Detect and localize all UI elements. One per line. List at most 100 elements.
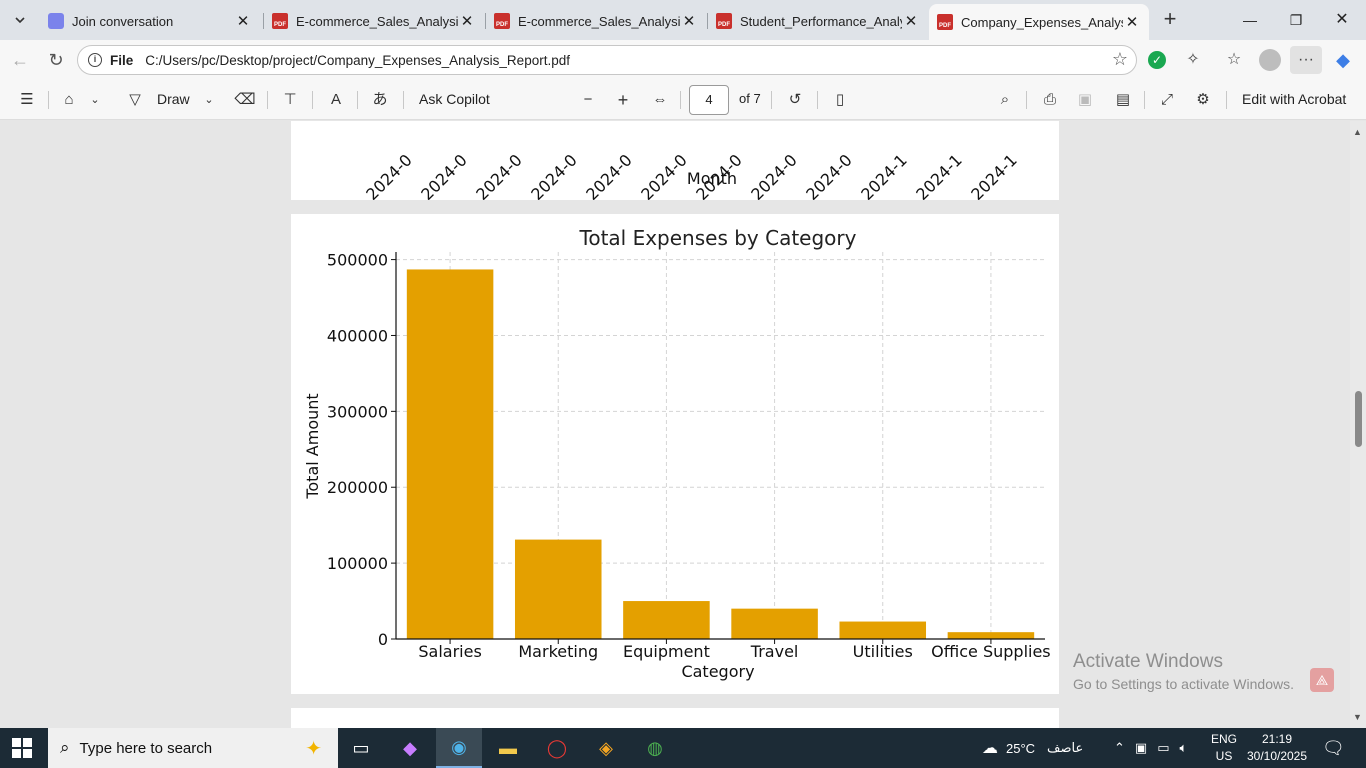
pdf-icon: PDF xyxy=(494,13,510,29)
taskbar-search-input[interactable]: ⌕ Type here to search ✦ xyxy=(48,728,338,768)
page-view-icon[interactable]: ▯ xyxy=(835,91,845,108)
new-tab-button[interactable]: + xyxy=(1163,6,1177,31)
toolbar-divider xyxy=(357,91,358,109)
file-explorer-icon[interactable]: ▬ xyxy=(499,737,517,758)
tab-divider xyxy=(485,13,486,29)
info-icon[interactable]: i xyxy=(88,53,102,67)
close-icon[interactable]: ✕ xyxy=(236,13,250,30)
chevron-up-icon[interactable]: ⌃ xyxy=(1114,740,1125,755)
tab-join-conversation[interactable]: Join conversation ✕ xyxy=(40,6,260,36)
favorites-icon[interactable]: ☆ xyxy=(1226,51,1242,68)
zoom-out-icon[interactable]: − xyxy=(583,91,593,108)
star-icon[interactable]: ☆ xyxy=(1111,49,1128,69)
watermark-title: Activate Windows xyxy=(1073,651,1223,672)
scroll-thumb[interactable] xyxy=(1355,391,1362,447)
restore-button[interactable]: ❐ xyxy=(1289,12,1303,28)
save-as-icon[interactable]: ▤ xyxy=(1115,91,1131,108)
scroll-up-arrow-icon[interactable]: ▲ xyxy=(1353,127,1362,137)
eraser-icon[interactable]: ⌫ xyxy=(234,91,256,108)
vertical-scrollbar[interactable]: ▲ ▼ xyxy=(1350,121,1366,728)
address-input[interactable]: i File C:/Users/pc/Desktop/project/Compa… xyxy=(77,45,1137,75)
close-icon[interactable]: ✕ xyxy=(682,13,696,30)
opera-browser-icon[interactable]: ◯ xyxy=(546,737,568,758)
activate-windows-watermark: Activate Windows Go to Settings to activ… xyxy=(1073,651,1294,692)
task-view-icon[interactable]: ▭ xyxy=(352,737,370,758)
tray-icons: ⌃ ▣ ▭ 🔈︎ xyxy=(1114,728,1187,768)
read-aloud-icon[interactable]: A xyxy=(330,91,341,108)
weather-widget[interactable]: ☁ 25°C عاصف xyxy=(982,728,1083,768)
toolbar-divider xyxy=(1226,91,1227,109)
tab-title: E-commerce_Sales_Analysis_Re xyxy=(518,13,680,29)
edge-browser-icon[interactable]: ◉ xyxy=(436,728,482,768)
close-icon[interactable]: ✕ xyxy=(904,13,918,30)
draw-button-label[interactable]: Draw xyxy=(157,91,190,107)
draw-icon[interactable]: ▽ xyxy=(129,91,141,108)
close-icon[interactable]: ✕ xyxy=(1125,14,1139,31)
copilot-app-icon[interactable]: ◆ xyxy=(403,737,417,758)
bar-salaries xyxy=(406,269,494,639)
settings-gear-icon[interactable]: ⚙ xyxy=(1196,91,1210,108)
extensions-icon[interactable]: ✧ xyxy=(1186,51,1200,68)
close-icon[interactable]: ✕ xyxy=(460,13,474,30)
tab-actions-menu-button[interactable] xyxy=(6,6,34,34)
text-box-icon[interactable]: ⊤ xyxy=(283,91,297,108)
page-number-input[interactable]: 4 xyxy=(689,85,729,115)
tab-divider xyxy=(263,13,264,29)
volume-icon[interactable]: 🔈︎ xyxy=(1179,740,1188,755)
prev-chart-tick-label: 2024-0 xyxy=(747,150,801,200)
language-region: US xyxy=(1215,749,1233,763)
rotate-icon[interactable]: ↺ xyxy=(788,91,802,108)
language-indicator[interactable]: ENG US xyxy=(1208,731,1240,765)
reload-button[interactable]: ↻ xyxy=(48,50,64,70)
translate-icon[interactable]: あ xyxy=(372,91,388,108)
tab-ecommerce-1[interactable]: PDF E-commerce_Sales_Analysis_Re ✕ xyxy=(264,6,484,36)
bar-equipment xyxy=(623,601,710,639)
chevron-down-icon[interactable]: ⌄ xyxy=(204,94,214,106)
tab-student-performance[interactable]: PDF Student_Performance_Analysis_ ✕ xyxy=(708,6,928,36)
save-icon[interactable]: ▣ xyxy=(1077,91,1093,108)
copilot-icon[interactable]: ◆ xyxy=(1336,50,1350,70)
tab-title: Company_Expenses_Analysis_R xyxy=(961,14,1123,30)
tab-title: Student_Performance_Analysis_ xyxy=(740,13,902,29)
clock-date: 30/10/2025 xyxy=(1246,749,1308,763)
battery-icon[interactable]: ▭ xyxy=(1157,740,1170,755)
chevron-down-icon xyxy=(15,17,25,24)
tab-title: Join conversation xyxy=(72,13,174,29)
edit-with-acrobat-button[interactable]: Edit with Acrobat xyxy=(1242,91,1347,107)
ask-copilot-button[interactable]: Ask Copilot xyxy=(419,91,490,107)
zoom-in-icon[interactable]: + xyxy=(617,90,629,110)
search-icon[interactable]: ⌕ xyxy=(1000,91,1010,108)
print-icon[interactable]: ⎙ xyxy=(1043,91,1056,108)
windows-start-icon[interactable] xyxy=(12,738,32,758)
fit-width-icon[interactable]: ⇔ xyxy=(652,91,668,108)
tab-ecommerce-2[interactable]: PDF E-commerce_Sales_Analysis_Re ✕ xyxy=(486,6,706,36)
fullscreen-icon[interactable]: ⤢ xyxy=(1160,91,1173,108)
close-window-button[interactable]: ✕ xyxy=(1335,11,1349,28)
sparkle-icon: ✦ xyxy=(305,737,322,760)
prev-chart-tick-label: 2024-1 xyxy=(967,150,1021,200)
pdf-document-area[interactable]: 2024-0 2024-0 2024-0 2024-0 2024-0 2024-0 2024… xyxy=(0,121,1366,728)
avatar[interactable] xyxy=(1259,49,1281,71)
chrome-browser-icon[interactable]: ◍ xyxy=(647,737,663,758)
search-icon: ⌕ xyxy=(60,738,70,757)
meet-icon[interactable]: ▣ xyxy=(1134,740,1148,755)
notifications-icon[interactable]: 🗨︎ xyxy=(1322,738,1345,758)
chevron-down-icon[interactable]: ⌄ xyxy=(90,94,100,106)
toolbar-divider xyxy=(1026,91,1027,109)
minimize-button[interactable]: — xyxy=(1243,12,1257,28)
scroll-down-arrow-icon[interactable]: ▼ xyxy=(1353,712,1362,722)
brave-browser-icon[interactable]: ◈ xyxy=(599,737,613,758)
check-icon[interactable]: ✓ xyxy=(1148,51,1166,69)
back-button[interactable]: ← xyxy=(11,50,29,70)
acrobat-icon[interactable]: ⟁ xyxy=(1310,668,1334,692)
contents-icon[interactable]: ☰ xyxy=(20,91,34,108)
system-clock[interactable]: 21:19 30/10/2025 xyxy=(1246,731,1308,765)
highlight-icon[interactable]: ⌂ xyxy=(64,91,74,108)
prev-chart-tick-label: 2024-0 xyxy=(362,150,416,200)
tab-bar: Join conversation ✕ PDF E-commerce_Sales… xyxy=(0,0,1366,40)
previous-chart-fragment: 2024-0 2024-0 2024-0 2024-0 2024-0 2024-0 2024… xyxy=(362,150,1021,204)
tab-company-expenses[interactable]: PDF Company_Expenses_Analysis_R ✕ xyxy=(929,4,1149,40)
tab-divider xyxy=(707,13,708,29)
y-tick-label: 200000 xyxy=(327,478,388,497)
more-options-icon[interactable]: ··· xyxy=(1290,46,1322,74)
